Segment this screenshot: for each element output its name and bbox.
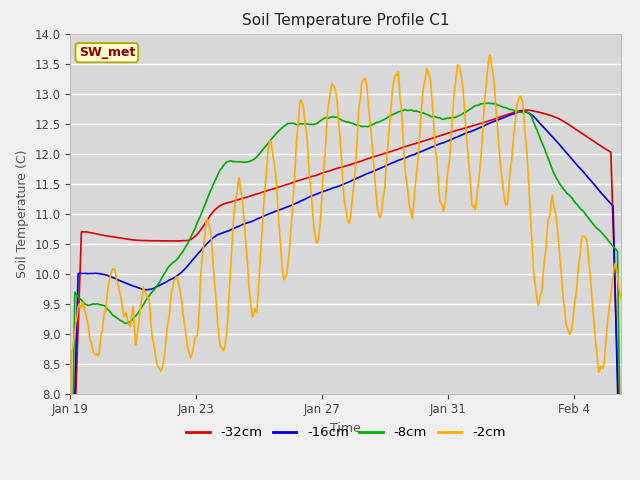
Y-axis label: Soil Temperature (C): Soil Temperature (C) [16,149,29,278]
Title: Soil Temperature Profile C1: Soil Temperature Profile C1 [242,13,449,28]
Text: SW_met: SW_met [79,46,135,59]
X-axis label: Time: Time [330,422,361,435]
Legend: -32cm, -16cm, -8cm, -2cm: -32cm, -16cm, -8cm, -2cm [180,421,511,444]
